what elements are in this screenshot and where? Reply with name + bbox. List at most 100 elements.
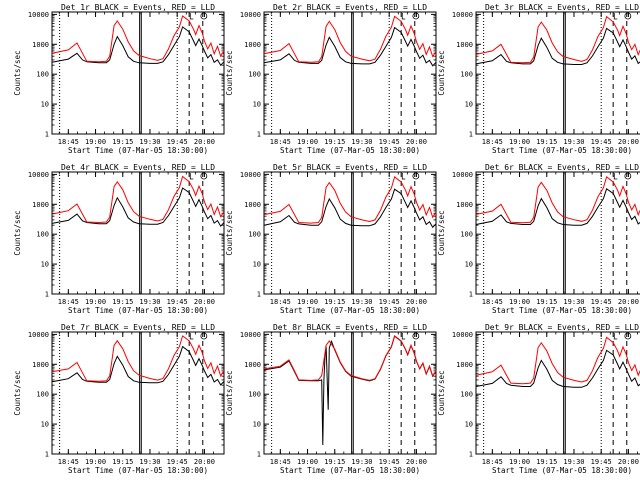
y-axis-label: Counts/sec <box>225 210 234 255</box>
axes-frame <box>51 171 225 295</box>
x-tick-label: 20:00 <box>194 138 215 146</box>
attenuator-marker <box>412 172 420 180</box>
x-tick-label: 18:45 <box>482 138 503 146</box>
events-rate-line <box>263 26 437 67</box>
y-tick-label: 10000 <box>452 331 473 339</box>
x-tick-label: 20:00 <box>618 138 639 146</box>
attenuator-marker <box>401 13 406 20</box>
y-axis-label: Counts/sec <box>225 50 234 95</box>
x-tick-label: 19:30 <box>351 138 372 146</box>
y-tick-label: 100 <box>248 231 261 239</box>
y-tick-label: 1 <box>469 131 473 139</box>
x-tick-label: 19:30 <box>563 458 584 466</box>
y-tick-label: 10 <box>41 421 49 429</box>
x-tick-label: 18:45 <box>58 458 79 466</box>
axes-frame <box>475 171 640 295</box>
y-tick-label: 100 <box>460 71 473 79</box>
x-tick-label: 18:45 <box>58 298 79 306</box>
x-tick-label: 20:00 <box>194 298 215 306</box>
y-tick-label: 1000 <box>456 201 473 209</box>
lld-rate-line <box>263 176 437 224</box>
panel-title: Det 9r BLACK = Events, RED = LLD <box>485 323 639 332</box>
x-tick-label: 19:00 <box>85 138 106 146</box>
y-tick-label: 10000 <box>240 171 261 179</box>
y-tick-label: 10 <box>465 421 473 429</box>
attenuator-marker <box>613 173 618 180</box>
y-tick-label: 10 <box>465 261 473 269</box>
detector-panel: Det 8r BLACK = Events, RED = LLD 1 10 100 10… <box>225 323 437 475</box>
x-tick-label: 18:45 <box>58 138 79 146</box>
attenuator-marker <box>401 173 406 180</box>
y-tick-label: 10 <box>465 101 473 109</box>
detector-panel: Det 1r BLACK = Events, RED = LLD 1 10 100 10… <box>13 3 225 155</box>
attenuator-marker <box>613 333 618 340</box>
x-tick-label: 19:30 <box>139 458 160 466</box>
x-axis-label: Start Time (07-Mar-05 18:30:00) <box>68 306 208 315</box>
x-tick-label: 19:15 <box>324 458 345 466</box>
y-axis-label: Counts/sec <box>437 210 446 255</box>
x-tick-label: 19:15 <box>112 458 133 466</box>
x-tick-label: 19:30 <box>139 138 160 146</box>
events-rate-line <box>475 27 640 65</box>
attenuator-marker <box>200 12 208 20</box>
y-tick-label: 10000 <box>452 171 473 179</box>
attenuator-marker <box>624 332 632 340</box>
y-tick-label: 10000 <box>28 11 49 19</box>
x-tick-label: 19:00 <box>509 458 530 466</box>
x-tick-label: 19:30 <box>563 298 584 306</box>
x-tick-label: 18:45 <box>270 138 291 146</box>
x-tick-label: 18:45 <box>482 298 503 306</box>
y-tick-label: 1 <box>257 291 261 299</box>
x-axis-label: Start Time (07-Mar-05 18:30:00) <box>280 466 420 475</box>
attenuator-marker <box>189 333 194 340</box>
y-tick-label: 1000 <box>32 201 49 209</box>
y-axis-label: Counts/sec <box>437 50 446 95</box>
axes-frame <box>51 331 225 455</box>
y-tick-label: 1 <box>45 451 49 459</box>
attenuator-marker <box>613 13 618 20</box>
y-tick-label: 1000 <box>244 361 261 369</box>
detector-panel: Det 6r BLACK = Events, RED = LLD 1 10 100 10… <box>437 163 640 315</box>
y-tick-label: 1000 <box>244 201 261 209</box>
x-tick-label: 19:00 <box>85 458 106 466</box>
x-tick-label: 19:00 <box>297 138 318 146</box>
x-axis-label: Start Time (07-Mar-05 18:30:00) <box>492 146 632 155</box>
x-tick-label: 19:45 <box>379 458 400 466</box>
x-axis-label: Start Time (07-Mar-05 18:30:00) <box>280 306 420 315</box>
detector-panel: Det 7r BLACK = Events, RED = LLD 1 10 100 10… <box>13 323 225 475</box>
x-tick-label: 19:15 <box>324 138 345 146</box>
panel-title: Det 5r BLACK = Events, RED = LLD <box>273 163 427 172</box>
y-tick-label: 10 <box>253 421 261 429</box>
x-axis-label: Start Time (07-Mar-05 18:30:00) <box>492 466 632 475</box>
x-tick-label: 19:45 <box>167 298 188 306</box>
y-tick-label: 10000 <box>28 331 49 339</box>
y-axis-label: Counts/sec <box>437 370 446 415</box>
panel-title: Det 1r BLACK = Events, RED = LLD <box>61 3 215 12</box>
x-tick-label: 20:00 <box>618 458 639 466</box>
lld-rate-line <box>263 15 437 63</box>
axes-frame <box>263 11 437 135</box>
panel-title: Det 7r BLACK = Events, RED = LLD <box>61 323 215 332</box>
x-tick-label: 19:30 <box>351 298 372 306</box>
axes-frame <box>475 11 640 135</box>
y-tick-label: 10 <box>253 101 261 109</box>
axes-frame <box>51 11 225 135</box>
x-tick-label: 19:00 <box>297 458 318 466</box>
x-tick-label: 19:15 <box>112 298 133 306</box>
lld-rate-line <box>51 15 225 63</box>
lld-rate-line <box>475 336 640 385</box>
panel-title: Det 4r BLACK = Events, RED = LLD <box>61 163 215 172</box>
x-tick-label: 19:00 <box>509 298 530 306</box>
x-tick-label: 20:00 <box>406 298 427 306</box>
axes-frame <box>475 331 640 455</box>
x-tick-label: 19:30 <box>139 298 160 306</box>
x-tick-label: 18:45 <box>270 298 291 306</box>
y-tick-label: 1000 <box>456 361 473 369</box>
attenuator-marker <box>412 12 420 20</box>
detector-panel: Det 9r BLACK = Events, RED = LLD 1 10 100 10… <box>437 323 640 475</box>
x-tick-label: 18:45 <box>482 458 503 466</box>
axes-frame <box>263 331 437 455</box>
x-tick-label: 19:45 <box>379 138 400 146</box>
panel-title: Det 3r BLACK = Events, RED = LLD <box>485 3 639 12</box>
